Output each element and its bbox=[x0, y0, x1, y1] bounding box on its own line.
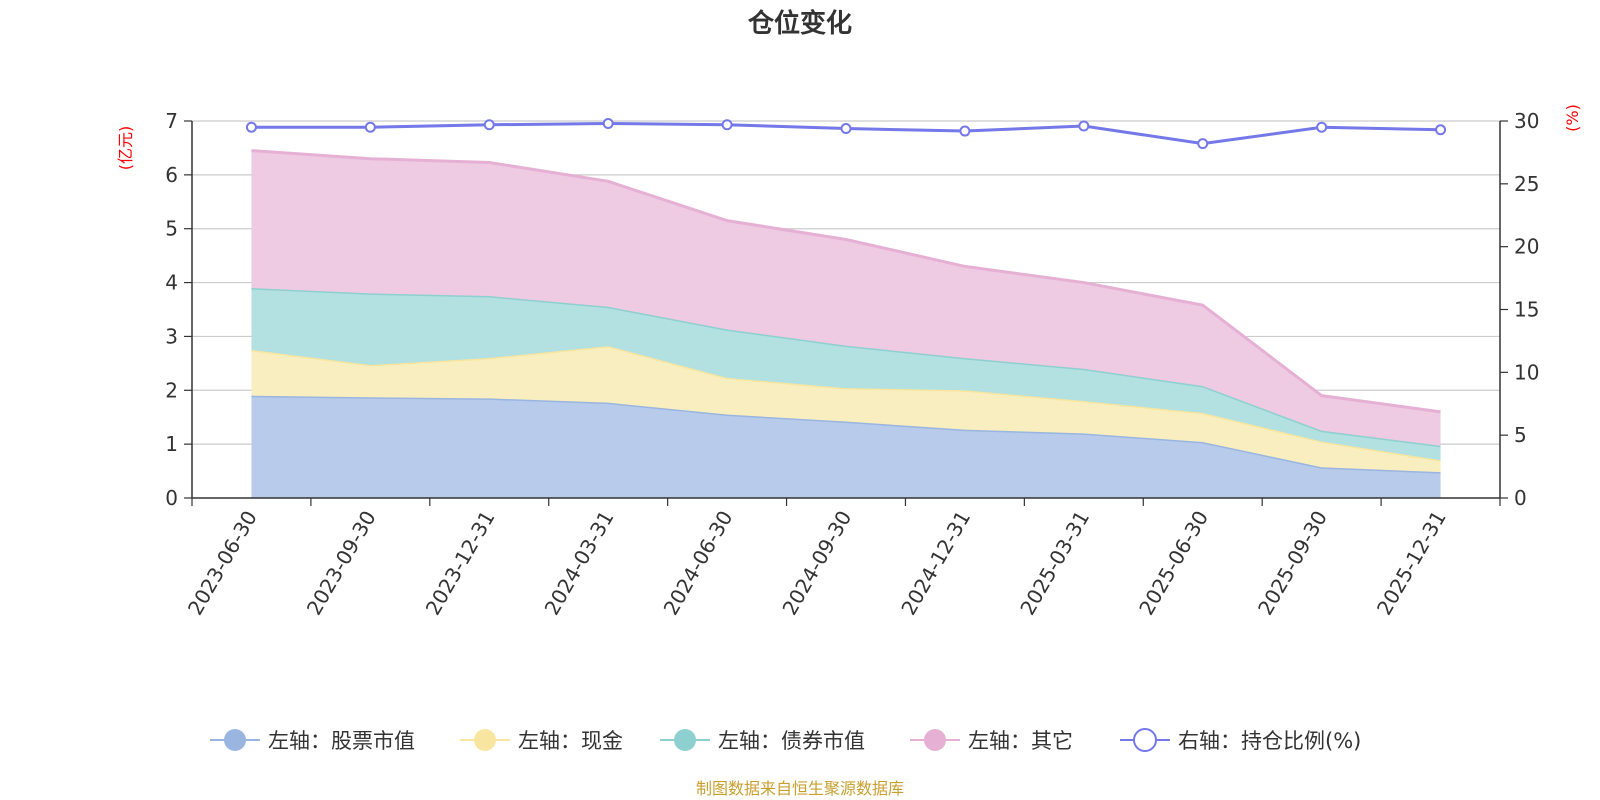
right-tick-label: 30 bbox=[1514, 109, 1539, 133]
ratio-point bbox=[602, 118, 614, 130]
area-series bbox=[251, 149, 1441, 498]
ratio-point bbox=[721, 119, 733, 131]
right-tick-label: 25 bbox=[1514, 172, 1539, 196]
area-3 bbox=[251, 287, 1441, 461]
ratio-point bbox=[245, 121, 257, 133]
x-tick-label: 2025-12-31 bbox=[1372, 507, 1451, 620]
left-tick-label: 4 bbox=[165, 271, 178, 295]
ratio-point bbox=[364, 121, 376, 133]
x-tick-label: 2023-09-30 bbox=[302, 507, 381, 620]
area-2 bbox=[251, 346, 1441, 473]
ratio-line-series bbox=[245, 118, 1447, 150]
x-tick-label: 2024-06-30 bbox=[659, 507, 738, 620]
right-tick-label: 5 bbox=[1514, 423, 1527, 447]
ratio-point bbox=[1078, 120, 1090, 132]
ratio-point bbox=[483, 119, 495, 131]
legend-marker bbox=[1133, 728, 1157, 752]
left-tick-label: 3 bbox=[165, 324, 178, 348]
legend-marker bbox=[474, 729, 496, 751]
x-tick-label: 2023-12-31 bbox=[421, 506, 500, 619]
ratio-point bbox=[840, 123, 852, 135]
legend: 左轴：股票市值 左轴：现金 左轴：债券市值 左轴：其它 右轴：持仓比例(%) bbox=[210, 728, 1361, 753]
right-tick-label: 15 bbox=[1514, 298, 1539, 322]
left-tick-label: 6 bbox=[165, 163, 178, 187]
left-tick-label: 5 bbox=[165, 217, 178, 241]
right-tick-label: 20 bbox=[1514, 235, 1539, 259]
area-1 bbox=[251, 395, 1441, 498]
right-axis-unit: (%) bbox=[1563, 104, 1582, 132]
ratio-point bbox=[1316, 121, 1328, 133]
legend-label: 左轴：其它 bbox=[968, 729, 1073, 753]
x-tick-label: 2025-06-30 bbox=[1134, 507, 1213, 620]
ratio-point bbox=[1435, 124, 1447, 136]
area-edge-4 bbox=[251, 149, 1441, 414]
source-note: 制图数据来自恒生聚源数据库 bbox=[696, 779, 904, 798]
area-4 bbox=[251, 150, 1441, 446]
right-tick-label: 0 bbox=[1514, 486, 1527, 510]
ratio-point bbox=[959, 125, 971, 137]
x-tick-label: 2025-09-30 bbox=[1253, 507, 1332, 620]
ratio-point bbox=[1197, 138, 1209, 150]
legend-label: 右轴：持仓比例(%) bbox=[1178, 729, 1361, 753]
x-tick-label: 2024-03-31 bbox=[540, 507, 619, 620]
right-tick-label: 10 bbox=[1514, 360, 1539, 384]
x-tick-label: 2023-06-30 bbox=[183, 507, 262, 620]
legend-label: 左轴：股票市值 bbox=[268, 729, 415, 753]
left-axis-unit: (亿元) bbox=[116, 126, 135, 171]
legend-marker bbox=[924, 729, 946, 751]
x-tick-label: 2024-12-31 bbox=[896, 507, 975, 620]
left-tick-label: 2 bbox=[165, 378, 178, 402]
x-tick-label: 2025-03-31 bbox=[1015, 507, 1094, 620]
legend-label: 左轴：债券市值 bbox=[718, 729, 865, 753]
chart-title: 仓位变化 bbox=[747, 8, 852, 39]
left-tick-label: 1 bbox=[165, 432, 178, 456]
legend-marker bbox=[674, 729, 696, 751]
left-tick-label: 7 bbox=[165, 109, 178, 133]
legend-marker bbox=[224, 729, 246, 751]
left-tick-label: 0 bbox=[165, 486, 178, 510]
legend-label: 左轴：现金 bbox=[518, 729, 623, 753]
x-tick-label: 2024-09-30 bbox=[777, 507, 856, 620]
